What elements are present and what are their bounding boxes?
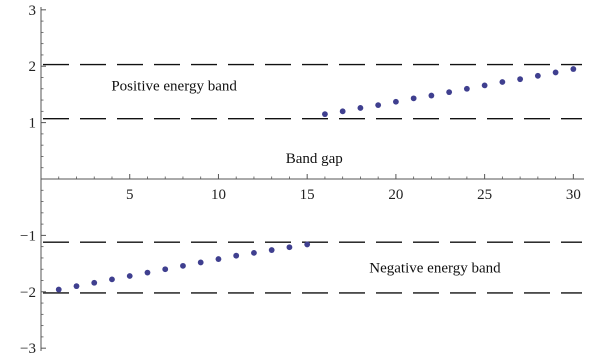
- x-tick-label: 25: [477, 187, 492, 203]
- data-point: [322, 111, 328, 118]
- annotation-label: Positive energy band: [111, 78, 237, 94]
- data-point: [481, 82, 488, 89]
- annotations-group: Positive energy band Band gap Negative ene…: [111, 78, 501, 276]
- data-point: [144, 269, 151, 276]
- data-point: [463, 85, 470, 92]
- data-point: [534, 72, 541, 79]
- data-point: [446, 89, 453, 96]
- data-point: [233, 252, 240, 259]
- data-point: [286, 244, 293, 251]
- ticks-group: 5 10 15 20 25 30 −3 −2 −1 1 2 3: [20, 3, 581, 357]
- x-tick-label: 20: [388, 187, 403, 203]
- data-point: [109, 276, 115, 283]
- data-point: [410, 95, 417, 102]
- y-tick-label: −2: [20, 285, 36, 301]
- data-point: [570, 66, 577, 72]
- annotation-label: Band gap: [286, 151, 343, 167]
- annotation-label: Negative energy band: [369, 261, 501, 277]
- data-point: [517, 76, 524, 83]
- band-lines-group: [43, 63, 582, 294]
- x-tick-label: 10: [211, 187, 226, 203]
- data-point: [375, 102, 382, 109]
- data-point: [428, 92, 435, 99]
- data-point: [91, 279, 98, 286]
- data-point: [73, 283, 80, 290]
- data-point: [552, 69, 559, 76]
- y-tick-label: −1: [20, 228, 36, 244]
- data-point: [180, 262, 186, 269]
- data-point: [357, 105, 364, 111]
- x-tick-label: 15: [300, 187, 315, 203]
- axes-group: [40, 7, 584, 351]
- y-tick-label: 3: [29, 3, 37, 19]
- y-tick-label: −3: [20, 341, 36, 357]
- x-tick-label: 30: [566, 187, 581, 203]
- data-point: [304, 241, 311, 248]
- x-tick-label: 5: [126, 187, 134, 203]
- y-tick-label: 2: [29, 59, 37, 75]
- data-point: [162, 266, 169, 273]
- data-points-group: [55, 66, 577, 293]
- data-point: [55, 286, 62, 293]
- data-point: [251, 249, 257, 256]
- data-point: [268, 247, 275, 253]
- y-tick-label: 1: [29, 116, 37, 132]
- data-point: [339, 108, 346, 115]
- data-point: [393, 98, 399, 105]
- data-point: [499, 79, 506, 85]
- data-point: [126, 273, 133, 279]
- data-point: [197, 259, 204, 266]
- data-point: [215, 256, 222, 262]
